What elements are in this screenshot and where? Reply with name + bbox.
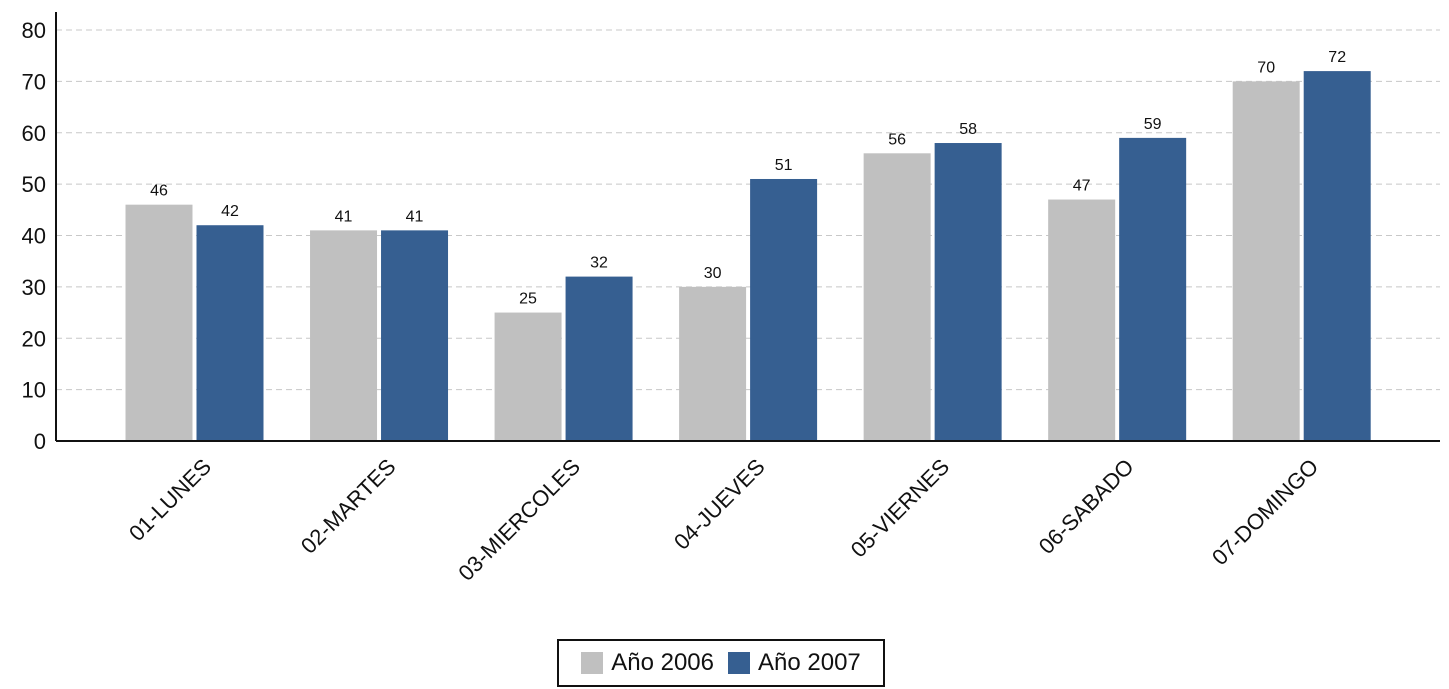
data-label: 41	[335, 208, 353, 225]
bar-2007	[750, 178, 818, 442]
legend: Año 2006 Año 2007	[557, 639, 885, 687]
y-tick-label: 70	[22, 69, 46, 94]
bar-2007	[934, 143, 1002, 441]
data-label: 72	[1328, 49, 1346, 66]
data-label: 30	[704, 265, 722, 282]
legend-item-2007: Año 2007	[728, 649, 861, 677]
x-axis-categories: 01-LUNES 02-MARTES 03-MIERCOLES 04-JUEVES 05…	[124, 454, 1323, 586]
bar-2006	[125, 204, 193, 441]
bar-2007	[565, 276, 633, 441]
bar-2007	[196, 225, 264, 441]
x-category-label: 06-SABADO	[1034, 454, 1139, 559]
bar-chart: 0 10 20 30 40 50 60 70 80 46 42 41 41 25 32 30 51 56 58 47…	[22, 12, 1440, 586]
y-tick-label: 10	[22, 378, 46, 403]
y-tick-label: 0	[34, 429, 46, 454]
bars	[125, 71, 1371, 442]
x-category-label: 01-LUNES	[124, 454, 216, 546]
bar-2006	[494, 312, 562, 441]
data-label: 47	[1073, 178, 1091, 195]
data-label: 59	[1144, 116, 1162, 133]
x-category-label: 05-VIERNES	[846, 454, 954, 562]
y-tick-label: 80	[22, 18, 46, 43]
data-label: 32	[590, 255, 608, 272]
legend-swatch-2006	[581, 652, 604, 674]
bar-2006	[679, 286, 747, 441]
legend-item-2006: Año 2006	[581, 649, 714, 677]
data-label: 25	[519, 291, 537, 308]
legend-label-2007: Año 2007	[758, 649, 861, 676]
bar-2006	[863, 153, 931, 442]
data-label: 56	[888, 131, 906, 148]
legend-swatch-2007	[728, 652, 750, 674]
bar-2007	[1119, 137, 1187, 441]
y-axis-ticks: 0 10 20 30 40 50 60 70 80	[22, 18, 46, 454]
x-category-label: 03-MIERCOLES	[453, 454, 585, 586]
data-label: 42	[221, 203, 239, 220]
data-labels: 46 42 41 41 25 32 30 51 56 58 47 59 70 72	[150, 49, 1346, 307]
data-label: 70	[1257, 59, 1275, 76]
y-tick-label: 50	[22, 172, 46, 197]
bar-2006	[310, 230, 378, 441]
x-category-label: 07-DOMINGO	[1207, 454, 1323, 570]
y-tick-label: 40	[22, 224, 46, 249]
data-label: 41	[406, 208, 424, 225]
bar-2006	[1048, 199, 1116, 441]
bar-2007	[1303, 71, 1371, 441]
legend-label-2006: Año 2006	[611, 649, 714, 676]
x-category-label: 02-MARTES	[296, 454, 401, 559]
x-category-label: 04-JUEVES	[669, 454, 770, 555]
data-label: 58	[959, 121, 977, 138]
y-tick-label: 20	[22, 326, 46, 351]
bar-2007	[381, 230, 449, 441]
data-label: 51	[775, 157, 793, 174]
bar-2006	[1232, 81, 1300, 441]
y-tick-label: 60	[22, 121, 46, 146]
data-label: 46	[150, 183, 168, 200]
y-tick-label: 30	[22, 275, 46, 300]
grid-lines	[56, 29, 1440, 391]
